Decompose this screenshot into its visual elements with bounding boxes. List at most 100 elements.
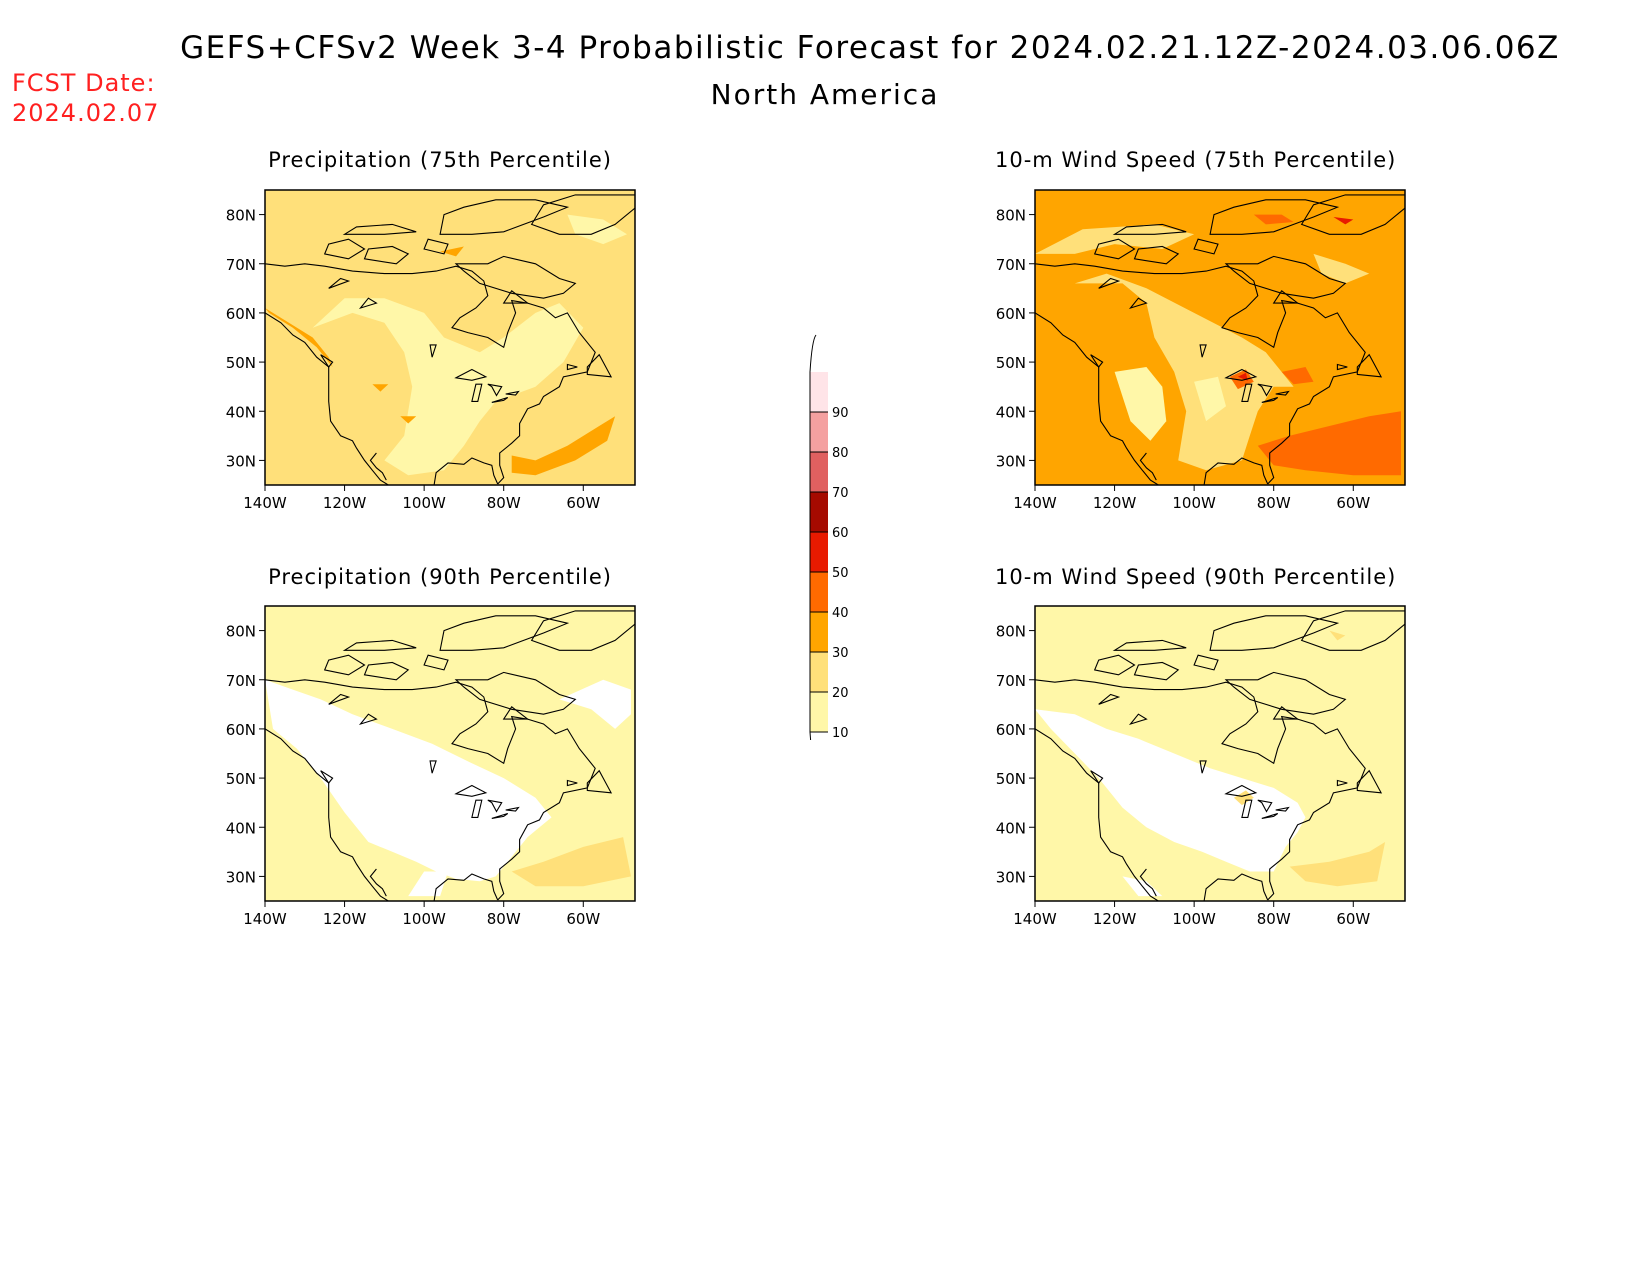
lake-outline: [1257, 799, 1273, 813]
island-outline: [1300, 610, 1405, 651]
lat-tick-label: 60N: [996, 721, 1026, 739]
lake-outline: [1275, 806, 1290, 812]
island-outline: [454, 671, 577, 715]
lat-tick-label: 50N: [226, 354, 256, 372]
coastline: [1035, 728, 1159, 901]
colorbar-top-cap: [809, 334, 817, 373]
island-outline: [1224, 671, 1347, 715]
lat-tick-label: 30N: [996, 452, 1026, 470]
coastline: [1035, 263, 1366, 485]
island-outline: [1112, 223, 1187, 235]
probability-contour-fill: [265, 308, 333, 367]
lat-tick-label: 60N: [226, 305, 256, 323]
lake-outline: [1128, 297, 1148, 310]
lat-tick-label: 80N: [996, 623, 1026, 641]
lat-tick-label: 60N: [996, 305, 1026, 323]
colorbar-tick-label: 90: [832, 406, 849, 421]
lake-outline: [1241, 383, 1253, 402]
island-outline: [530, 194, 635, 235]
map-field: [265, 190, 635, 485]
island-outline: [1209, 615, 1340, 651]
lon-tick-label: 140W: [243, 910, 287, 926]
lake-outline: [491, 396, 509, 403]
lake-outline: [1128, 713, 1148, 726]
lake-outline: [487, 383, 503, 397]
coastline: [265, 679, 596, 901]
lake-outline: [429, 344, 437, 358]
coastline: [1139, 452, 1157, 481]
lake-outline: [1199, 344, 1207, 358]
lon-tick-label: 60W: [1336, 494, 1370, 510]
lake-outline: [358, 297, 378, 310]
island-outline: [1272, 289, 1300, 304]
island-outline: [1093, 654, 1136, 676]
probability-contour-fill: [1253, 214, 1294, 225]
lake-outline: [1261, 812, 1279, 819]
island-outline: [1356, 769, 1383, 794]
lon-tick-label: 120W: [323, 494, 367, 510]
panel-title-precip-75: Precipitation (75th Percentile): [268, 148, 612, 172]
island-outline: [502, 289, 530, 304]
colorbar-tick-label: 80: [832, 446, 849, 461]
lon-tick-label: 100W: [1172, 494, 1216, 510]
map-field: [265, 606, 635, 901]
lake-outline: [505, 806, 520, 812]
colorbar-segment: [810, 692, 828, 732]
lat-tick-label: 30N: [226, 452, 256, 470]
figure-title: GEFS+CFSv2 Week 3-4 Probabilistic Foreca…: [180, 30, 1560, 66]
island-outline: [1193, 654, 1219, 671]
lon-tick-label: 60W: [566, 910, 600, 926]
map-frame: [1034, 605, 1406, 902]
lake-outline: [454, 368, 488, 381]
coastline: [433, 873, 499, 901]
lake-outline: [1275, 390, 1290, 396]
probability-contour-fill: [511, 837, 631, 887]
island-outline: [363, 661, 410, 681]
island-outline: [423, 654, 449, 671]
probability-contour-fill: [1194, 376, 1226, 422]
probability-contour-fill: [567, 214, 627, 245]
lat-tick-label: 70N: [226, 256, 256, 274]
island-outline: [1224, 255, 1347, 299]
probability-contour-fill: [372, 384, 389, 392]
probability-contour-fill: [511, 416, 616, 476]
lake-outline: [471, 383, 483, 402]
lat-tick-label: 40N: [996, 403, 1026, 421]
colorbar-segment: [810, 532, 828, 572]
island-outline: [1209, 199, 1340, 235]
lat-tick-label: 40N: [226, 403, 256, 421]
map-panel-wind-75: 80N 70N 60N 50N 40N 30N 140W 120W 100W 80W 60W: [996, 189, 1406, 510]
lat-tick-label: 30N: [996, 868, 1026, 886]
region-subtitle: North America: [710, 78, 940, 111]
lake-outline: [1199, 760, 1207, 774]
lake-outline: [328, 277, 351, 289]
lon-tick-label: 100W: [402, 494, 446, 510]
colorbar-segment: [810, 492, 828, 532]
lake-outline: [429, 760, 437, 774]
panel-title-wind-90: 10-m Wind Speed (90th Percentile): [995, 565, 1397, 589]
probability-contour-fill: [1035, 224, 1195, 254]
island-outline: [342, 223, 417, 235]
lake-outline: [1098, 277, 1121, 289]
lon-tick-label: 140W: [243, 494, 287, 510]
lake-outline: [1257, 383, 1273, 397]
coastline: [1203, 457, 1269, 485]
island-outline: [1133, 661, 1180, 681]
island-outline: [423, 238, 449, 255]
colorbar-segment: [810, 572, 828, 612]
colorbar-tick-label: 50: [832, 566, 849, 581]
colorbar-segment: [810, 372, 828, 412]
forecast-date-block: FCST Date: 2024.02.07: [12, 68, 159, 128]
colorbar-tick-label: 70: [832, 486, 849, 501]
island-outline: [586, 353, 613, 378]
island-outline: [323, 238, 366, 260]
coastline: [1035, 312, 1159, 485]
island-outline: [1336, 363, 1348, 371]
lon-tick-label: 80W: [487, 494, 521, 510]
lake-outline: [328, 693, 351, 705]
lat-tick-label: 70N: [996, 256, 1026, 274]
lake-outline: [471, 799, 483, 818]
colorbar-tick-label: 60: [832, 526, 849, 541]
lat-tick-label: 40N: [226, 819, 256, 837]
probability-contour-fill: [265, 679, 552, 882]
